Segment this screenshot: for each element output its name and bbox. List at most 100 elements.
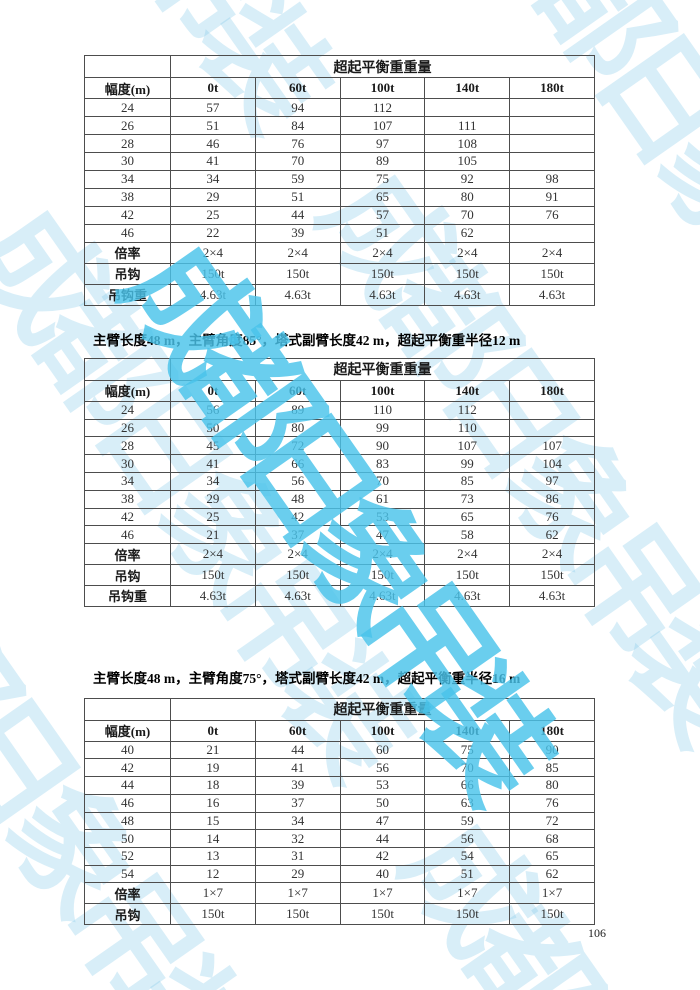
value-cell: 1×7 <box>339 882 426 905</box>
value-cell: 12 <box>170 864 256 884</box>
value-cell: 41 <box>254 758 341 778</box>
value-cell: 51 <box>170 116 256 136</box>
value-cell: 90 <box>339 436 426 456</box>
value-cell: 25 <box>170 507 256 527</box>
value-cell: 34 <box>170 169 256 189</box>
value-cell: 150t <box>339 262 426 285</box>
value-cell: 150t <box>424 262 511 285</box>
value-cell: 38 <box>84 489 171 509</box>
value-cell: 150t <box>254 903 341 925</box>
value-cell: 2×4 <box>254 543 341 566</box>
value-cell: 90 <box>509 740 596 760</box>
value-cell: 111 <box>424 116 511 136</box>
value-cell: 97 <box>509 472 596 491</box>
table-row: 46 21 37 47 58 62 <box>84 525 596 545</box>
value-cell <box>509 400 596 420</box>
column-header-cell: 0t <box>170 719 256 742</box>
table-row: 30 41 70 89 105 <box>84 152 596 171</box>
value-cell: 58 <box>424 525 511 545</box>
value-cell: 1×7 <box>170 882 256 905</box>
value-cell: 76 <box>509 793 596 813</box>
value-cell: 14 <box>170 829 256 848</box>
value-cell: 56 <box>254 472 341 491</box>
table-row: 倍率 2×4 2×4 2×4 2×4 2×4 <box>84 241 596 264</box>
table-row: 46 22 39 51 62 <box>84 223 596 243</box>
value-cell: 1×7 <box>424 882 511 905</box>
value-cell: 54 <box>424 846 511 866</box>
row-label-cell: 倍率 <box>84 543 171 566</box>
value-cell: 48 <box>84 811 171 831</box>
value-cell: 2×4 <box>254 241 341 264</box>
value-cell: 76 <box>254 134 341 153</box>
value-cell: 65 <box>509 846 596 866</box>
value-cell: 53 <box>339 507 426 527</box>
value-cell: 4.63t <box>509 584 596 608</box>
value-cell: 29 <box>254 864 341 884</box>
value-cell: 89 <box>254 400 341 420</box>
value-cell: 150t <box>339 564 426 586</box>
value-cell: 29 <box>170 187 256 207</box>
value-cell: 42 <box>254 507 341 527</box>
value-cell: 22 <box>170 223 256 243</box>
table-row: 42 25 42 53 65 76 <box>84 507 596 527</box>
value-cell <box>509 134 596 153</box>
value-cell: 4.63t <box>424 584 511 608</box>
value-cell: 39 <box>254 223 341 243</box>
value-cell: 30 <box>84 152 171 171</box>
value-cell: 150t <box>424 903 511 925</box>
value-cell: 44 <box>339 829 426 848</box>
column-header-cell: 140t <box>424 77 511 100</box>
value-cell: 2×4 <box>339 241 426 264</box>
value-cell: 1×7 <box>254 882 341 905</box>
value-cell: 150t <box>509 903 596 925</box>
value-cell: 56 <box>170 400 256 420</box>
value-cell: 26 <box>84 418 171 438</box>
load-chart-table-3: 超起平衡重重量 幅度(m) 0t 60t 100t 140t 180t 40 21 44 60 75 9… <box>84 698 596 925</box>
value-cell: 70 <box>339 472 426 491</box>
value-cell: 2×4 <box>170 241 256 264</box>
value-cell: 42 <box>84 758 171 778</box>
value-cell: 112 <box>424 400 511 420</box>
value-cell: 13 <box>170 846 256 866</box>
value-cell: 1×7 <box>509 882 596 905</box>
value-cell: 46 <box>84 525 171 545</box>
value-cell: 4.63t <box>509 283 596 307</box>
value-cell: 85 <box>509 758 596 778</box>
table-row: 吊钩 150t 150t 150t 150t 150t <box>84 903 596 925</box>
value-cell: 150t <box>170 903 256 925</box>
value-cell: 59 <box>424 811 511 831</box>
value-cell: 24 <box>84 98 171 118</box>
value-cell: 150t <box>254 262 341 285</box>
value-cell: 83 <box>339 454 426 474</box>
table-row: 34 34 56 70 85 97 <box>84 472 596 491</box>
value-cell: 68 <box>509 829 596 848</box>
table-row: 倍率 2×4 2×4 2×4 2×4 2×4 <box>84 543 596 566</box>
value-cell <box>509 418 596 438</box>
value-cell: 66 <box>254 454 341 474</box>
value-cell: 53 <box>339 776 426 795</box>
value-cell: 86 <box>509 489 596 509</box>
value-cell: 26 <box>84 116 171 136</box>
row-label-cell: 倍率 <box>84 241 171 264</box>
table-row: 26 51 84 107 111 <box>84 116 596 136</box>
value-cell: 76 <box>509 507 596 527</box>
table-row: 30 41 66 83 99 104 <box>84 454 596 474</box>
value-cell: 99 <box>424 454 511 474</box>
value-cell: 28 <box>84 134 171 153</box>
value-cell: 110 <box>339 400 426 420</box>
table-row: 24 56 89 110 112 <box>84 400 596 420</box>
value-cell: 42 <box>84 205 171 225</box>
value-cell: 56 <box>424 829 511 848</box>
load-chart-table-2: 超起平衡重重量 幅度(m) 0t 60t 100t 140t 180t 24 56 89 110 11… <box>84 358 596 608</box>
value-cell: 4.63t <box>170 283 256 307</box>
value-cell: 80 <box>424 187 511 207</box>
value-cell: 94 <box>254 98 341 118</box>
table-2-caption: 主臂长度48 m，主臂角度85°，塔式副臂长度42 m，超起平衡重半径12 m <box>93 333 521 348</box>
row-label-cell: 吊钩 <box>84 262 171 285</box>
value-cell: 24 <box>84 400 171 420</box>
column-header-cell: 180t <box>509 719 596 742</box>
value-cell: 19 <box>170 758 256 778</box>
value-cell: 54 <box>84 864 171 884</box>
column-header-cell: 100t <box>339 77 426 100</box>
table-row: 28 45 72 90 107 107 <box>84 436 596 456</box>
